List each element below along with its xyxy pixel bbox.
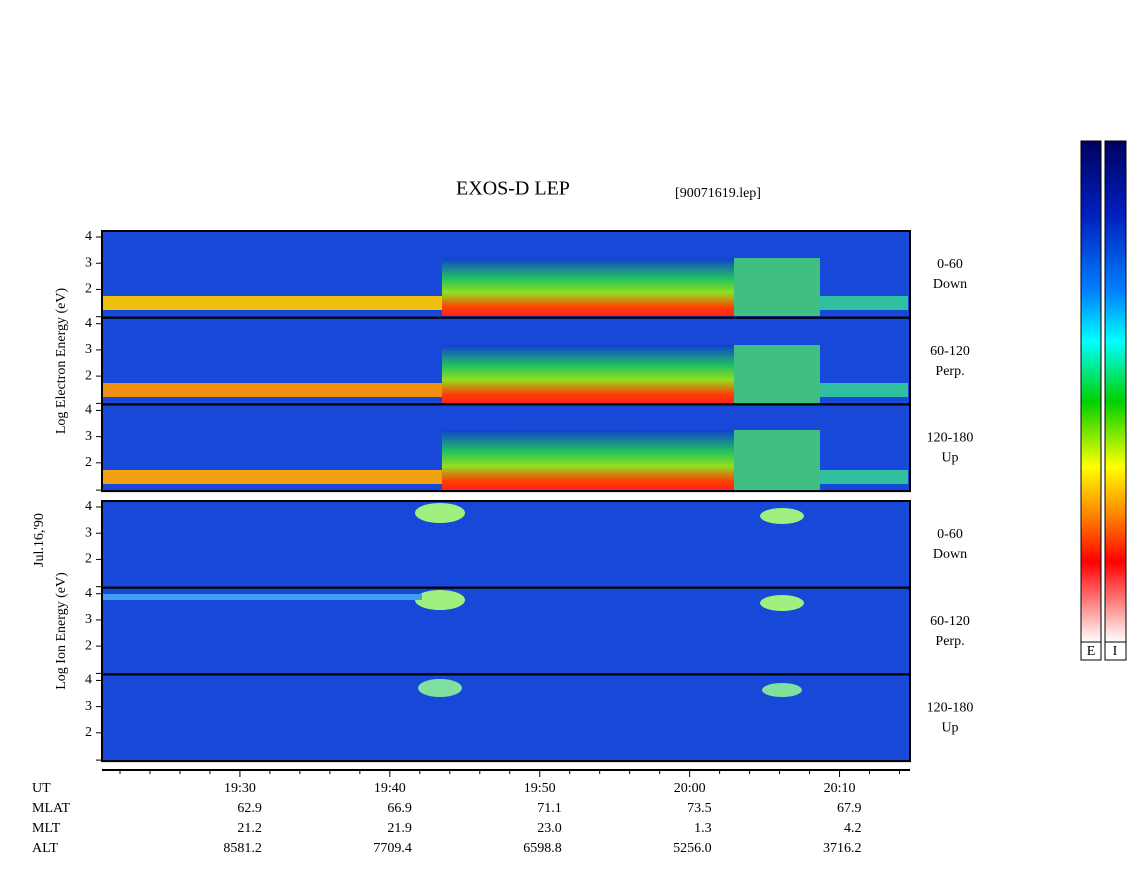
y-tick-label: 2: [85, 552, 92, 567]
row-label: MLAT: [32, 801, 71, 816]
subtitle: [90071619.lep]: [675, 186, 761, 201]
row-value: 1.3: [694, 821, 712, 836]
y-tick-label: 2: [85, 282, 92, 297]
y-axis-label: Log Ion Energy (eV): [54, 572, 69, 690]
ion-blob: [760, 508, 804, 524]
x-tick-label: 20:00: [674, 781, 706, 796]
spectrogram-images: [102, 231, 910, 761]
y-tick-label: 3: [85, 342, 92, 357]
y-tick-label: 2: [85, 725, 92, 740]
y-axis-label: Log Electron Energy (eV): [54, 288, 69, 435]
ion-blob: [762, 683, 802, 697]
row-value: 21.2: [237, 821, 262, 836]
ion-blob: [415, 503, 465, 523]
x-tick-label: 19:50: [524, 781, 556, 796]
colorbar-label: E: [1087, 644, 1096, 659]
row-value: 67.9: [837, 801, 862, 816]
row-value: 71.1: [537, 801, 562, 816]
y-tick-label: 3: [85, 429, 92, 444]
panel-label: 60-120: [930, 344, 970, 359]
electron-burst: [442, 258, 734, 316]
row-label: ALT: [32, 841, 58, 856]
colorbar-i: [1104, 140, 1127, 643]
row-value: 21.9: [387, 821, 412, 836]
colorbar: E I: [1080, 140, 1127, 661]
panel-label: Perp.: [935, 364, 964, 379]
y-tick-label: 4: [85, 403, 92, 418]
electron-burst: [442, 430, 734, 490]
row-value: 7709.4: [373, 841, 412, 856]
y-tick-label: 4: [85, 586, 92, 601]
x-tick-label: 19:30: [224, 781, 256, 796]
row-value: 73.5: [687, 801, 712, 816]
row-value: 62.9: [237, 801, 262, 816]
row-label: UT: [32, 781, 51, 796]
electron-band: [102, 383, 442, 397]
colorbar-box: [1104, 641, 1127, 661]
ion-blob: [418, 679, 462, 697]
electron-band: [102, 296, 442, 310]
panel-label: Up: [941, 721, 958, 736]
electron-band: [820, 383, 908, 397]
row-value: 6598.8: [523, 841, 562, 856]
row-value: 23.0: [537, 821, 562, 836]
y-tick-label: 2: [85, 368, 92, 383]
panel-label: Down: [933, 277, 967, 292]
row-value: 4.2: [844, 821, 862, 836]
panel-label: 60-120: [930, 614, 970, 629]
panel-label: Down: [933, 547, 967, 562]
electron-burst: [442, 345, 734, 403]
ion-band: [102, 594, 422, 600]
date-label: Jul.16,'90: [32, 513, 47, 567]
electron-burst: [734, 345, 820, 403]
row-value: 3716.2: [823, 841, 862, 856]
row-value: 8581.2: [223, 841, 262, 856]
chart-title: EXOS-D LEP: [456, 178, 570, 200]
y-tick-label: 4: [85, 673, 92, 688]
panel-label: 120-180: [927, 701, 974, 716]
panel-label: 0-60: [937, 257, 963, 272]
x-tick-label: 19:40: [374, 781, 406, 796]
row-value: 66.9: [387, 801, 412, 816]
colorbar-label: I: [1113, 644, 1118, 659]
y-tick-label: 3: [85, 525, 92, 540]
row-value: 5256.0: [673, 841, 712, 856]
panel-frame: [101, 403, 911, 493]
colorbar-e: [1080, 140, 1102, 643]
y-tick-label: 3: [85, 612, 92, 627]
y-tick-label: 4: [85, 229, 92, 244]
panel-label: 0-60: [937, 527, 963, 542]
panel-label: 120-180: [927, 431, 974, 446]
row-label: MLT: [32, 821, 61, 836]
y-tick-label: 3: [85, 255, 92, 270]
y-tick-label: 2: [85, 638, 92, 653]
panel-label: Perp.: [935, 634, 964, 649]
x-tick-label: 20:10: [824, 781, 856, 796]
electron-burst: [734, 258, 820, 316]
y-tick-label: 3: [85, 699, 92, 714]
ion-background: [102, 501, 910, 761]
y-tick-label: 2: [85, 455, 92, 470]
electron-band: [820, 296, 908, 310]
colorbar-box: [1080, 641, 1102, 661]
y-tick-label: 4: [85, 499, 92, 514]
electron-band: [820, 470, 908, 484]
y-tick-label: 4: [85, 316, 92, 331]
panel-label: Up: [941, 451, 958, 466]
ion-blob: [760, 595, 804, 611]
panel-frame: [101, 673, 911, 763]
electron-band: [102, 470, 442, 484]
electron-burst: [734, 430, 820, 490]
ion-blob: [415, 590, 465, 610]
